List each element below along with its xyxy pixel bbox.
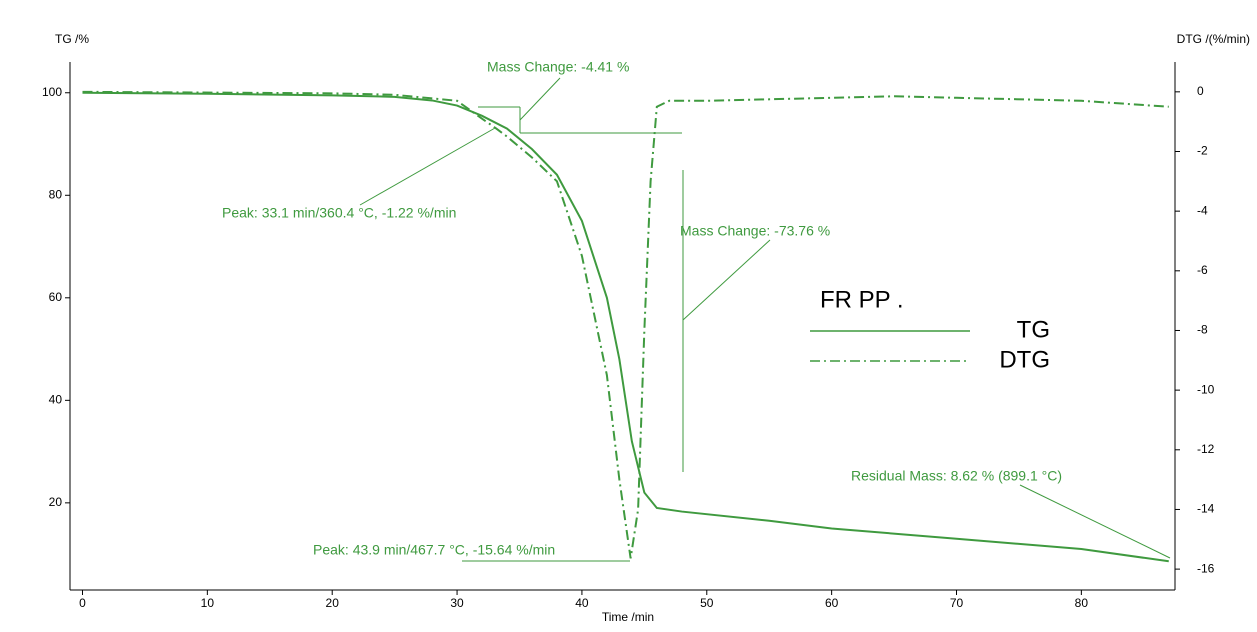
y2-tick-label: -12: [1197, 442, 1215, 456]
y2-tick-label: -8: [1197, 323, 1208, 337]
legend-title: FR PP .: [820, 286, 904, 313]
y-tick-label: 100: [42, 85, 62, 99]
annotation-leaders: [359, 77, 1171, 562]
x-tick-label: 70: [950, 596, 964, 610]
x-tick-label: 50: [700, 596, 714, 610]
y2-tick-label: -16: [1197, 561, 1215, 575]
x-tick-label: 0: [79, 596, 86, 610]
y-tick-label: 40: [49, 393, 63, 407]
annotation: Residual Mass: 8.62 % (899.1 °C): [851, 468, 1062, 484]
y-axis-label: TG /%: [55, 32, 89, 46]
annotation: Mass Change: -73.76 %: [680, 223, 830, 239]
y2-tick-label: -10: [1197, 382, 1215, 396]
y-tick-label: 20: [49, 495, 63, 509]
series-line: [82, 91, 1169, 563]
y-tick-label: 60: [49, 290, 63, 304]
annotation: Mass Change: -4.41 %: [487, 59, 629, 75]
y2-tick-label: -14: [1197, 502, 1215, 516]
y2-axis-label: DTG /(%/min): [1177, 32, 1250, 46]
x-tick-label: 20: [326, 596, 340, 610]
x-tick-label: 40: [575, 596, 589, 610]
x-tick-label: 60: [825, 596, 839, 610]
series-line: [82, 90, 1169, 559]
legend-label: TG: [1017, 316, 1050, 343]
x-tick-label: 80: [1075, 596, 1089, 610]
x-tick-label: 10: [201, 596, 215, 610]
y-tick-label: 80: [49, 187, 63, 201]
y2-tick-label: -4: [1197, 203, 1208, 217]
x-axis-label: Time /min: [602, 610, 654, 624]
annotation: Peak: 43.9 min/467.7 °C, -15.64 %/min: [313, 542, 555, 558]
x-tick-label: 30: [450, 596, 464, 610]
y2-tick-label: -6: [1197, 263, 1208, 277]
y2-tick-label: -2: [1197, 144, 1208, 158]
y2-tick-label: 0: [1197, 84, 1204, 98]
annotation: Peak: 33.1 min/360.4 °C, -1.22 %/min: [222, 205, 456, 221]
legend-label: DTG: [999, 346, 1050, 373]
